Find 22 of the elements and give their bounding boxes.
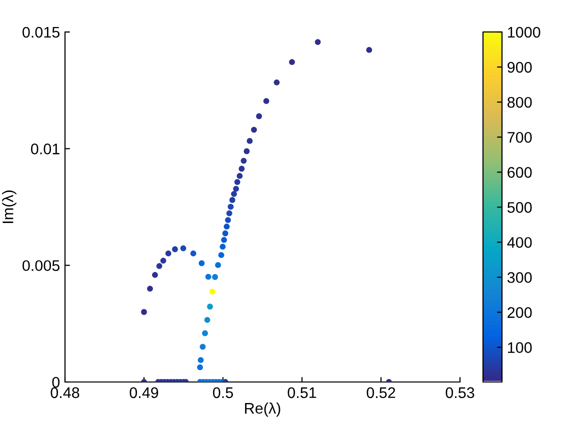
color-bar-label: 600 [508, 167, 532, 178]
y-tick-label: 0.01 [31, 144, 60, 154]
x-tick-label: 0.48 [50, 387, 80, 398]
color-bar-label: 900 [508, 62, 532, 73]
color-bar-label: 300 [507, 272, 532, 283]
color-bar-label: 400 [507, 237, 532, 248]
y-axis-title: Im(λ) [2, 190, 16, 223]
x-tick-label: 0.53 [446, 387, 474, 398]
x-tick-label: 0.49 [130, 387, 158, 398]
x-tick-label: 0.51 [288, 387, 316, 398]
color-bar-label: 800 [508, 96, 532, 108]
x-tick-label: 0.5 [212, 387, 233, 398]
y-tick-label: 0.005 [22, 260, 60, 272]
color-bar-label: 500 [507, 202, 532, 213]
y-tick-label: 0.015 [22, 26, 60, 38]
x-tick-label: 0.52 [366, 387, 396, 398]
color-bar-label: 100 [508, 342, 532, 353]
color-bar-label: 1000 [508, 26, 540, 38]
x-axis-title: Re(λ) [245, 402, 280, 417]
y-tick-label: 0 [52, 376, 60, 388]
color-bar-label: 200 [508, 307, 532, 318]
color-bar-label: 700 [508, 132, 532, 143]
